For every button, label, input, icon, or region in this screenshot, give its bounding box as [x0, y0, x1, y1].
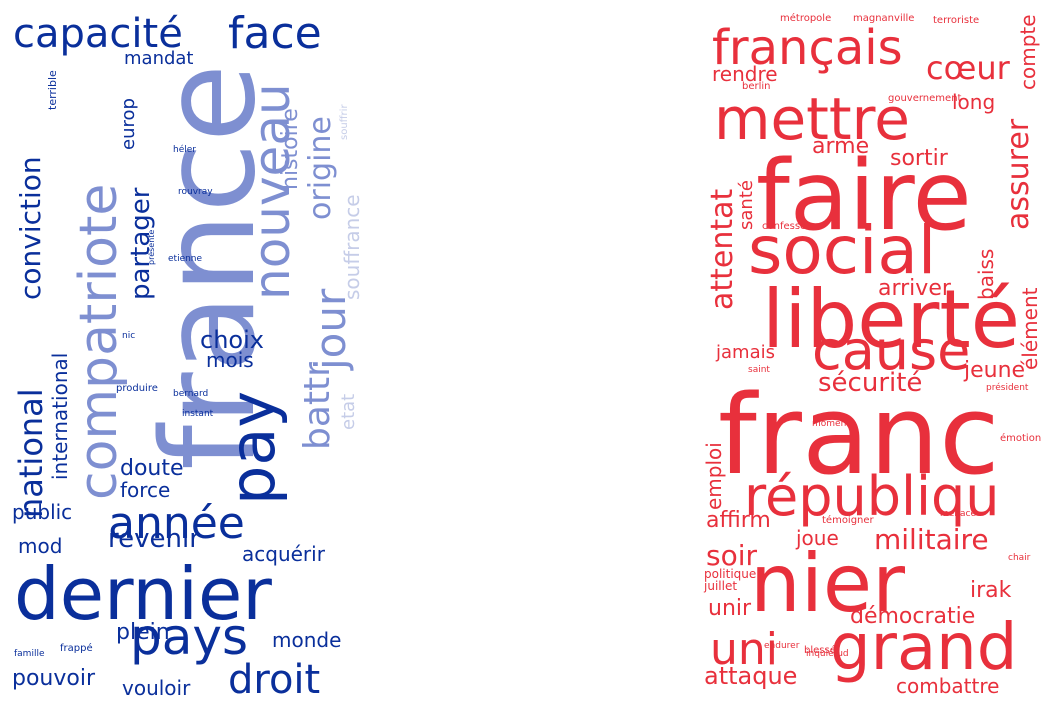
word-red-0: métropole	[780, 13, 832, 24]
word-blue-15: battr	[297, 362, 338, 450]
word-blue-18: rouvray	[178, 187, 213, 197]
word-red-27: sécurité	[818, 368, 923, 398]
word-blue-19: présente	[147, 229, 156, 265]
word-red-12: assurer	[1001, 118, 1036, 230]
word-blue-1: face	[228, 10, 322, 59]
word-blue-10: origine	[303, 116, 338, 220]
word-blue-36: acquérir	[242, 542, 325, 566]
word-red-17: confesser	[762, 221, 811, 232]
word-red-53: combattre	[896, 674, 1000, 698]
word-red-30: moment	[812, 419, 850, 429]
word-blue-44: pouvoir	[12, 666, 96, 691]
word-blue-6: compatriote	[69, 183, 129, 500]
word-blue-41: famille	[14, 649, 45, 659]
word-blue-26: pay	[216, 390, 289, 505]
word-red-32: emploi	[702, 442, 726, 510]
word-red-35: témoigner	[822, 515, 874, 526]
word-red-1: magnanville	[853, 13, 915, 24]
word-blue-21: nic	[122, 331, 136, 341]
word-blue-40: monde	[272, 628, 342, 652]
word-red-39: soir	[706, 539, 758, 572]
word-blue-0: capacité	[13, 11, 183, 57]
word-red-15: attentat	[705, 188, 740, 310]
word-blue-4: terrible	[46, 70, 59, 110]
word-blue-37: dernier	[14, 552, 272, 636]
word-blue-11: souffrir	[339, 104, 350, 140]
word-red-47: endurer	[764, 641, 800, 651]
word-blue-2: mandat	[124, 48, 194, 69]
word-red-26: saint	[748, 365, 770, 375]
word-red-8: compte	[1016, 14, 1040, 90]
word-red-24: cause	[812, 319, 971, 382]
word-red-42: politique	[704, 567, 757, 581]
word-blue-5: conviction	[14, 156, 47, 300]
word-red-46: démocratie	[850, 604, 976, 629]
word-red-49: uni	[710, 624, 778, 675]
word-red-2: terroriste	[933, 15, 980, 26]
word-red-29: franc	[718, 371, 1000, 499]
word-blue-38: pays	[130, 608, 249, 666]
word-blue-20: etienne	[168, 254, 203, 264]
word-red-38: militaire	[874, 523, 989, 556]
word-blue-35: revenir	[108, 524, 200, 554]
word-red-20: liberté	[762, 273, 1020, 366]
word-blue-27: produire	[116, 383, 158, 394]
word-red-4: berlin	[742, 81, 771, 92]
word-blue-23: international	[48, 352, 72, 480]
word-red-48: inquiétud	[806, 649, 849, 659]
word-red-25: jeune	[964, 358, 1026, 383]
word-blue-34: mod	[18, 534, 63, 558]
word-red-21: arriver	[878, 276, 951, 301]
word-red-23: jamais	[716, 342, 775, 363]
word-blue-45: vouloir	[122, 676, 191, 698]
word-blue-12: souffrance	[340, 194, 360, 300]
word-blue-30: doute	[120, 456, 184, 481]
word-blue-24: choix	[200, 326, 264, 354]
word-red-6: rendre	[712, 62, 778, 86]
word-blue-14: jour	[306, 288, 355, 370]
word-blue-43: droit	[228, 657, 321, 698]
word-red-41: nier	[750, 537, 906, 630]
word-red-3: français	[712, 20, 903, 76]
word-red-44: irak	[970, 578, 1012, 603]
word-red-34: affirm	[706, 508, 771, 533]
word-blue-33: public	[12, 500, 73, 524]
word-blue-25: mois	[206, 348, 254, 372]
word-blue-28: bernard	[173, 389, 209, 399]
word-red-18: social	[748, 212, 937, 289]
word-cloud-red: métropole magnanville terroriste français be…	[700, 10, 1050, 698]
word-blue-17: héler	[173, 145, 196, 155]
word-blue-29: instant	[182, 409, 214, 419]
word-red-50: grand	[830, 611, 1018, 685]
word-red-45: unir	[708, 596, 752, 621]
word-blue-39: plein	[116, 620, 170, 645]
word-red-36: menace	[940, 509, 977, 519]
word-red-37: joue	[796, 526, 839, 550]
word-red-11: arme	[812, 134, 870, 159]
word-blue-22: national	[12, 388, 50, 518]
word-cloud-blue: capacité face mandat europ terrible convictio…	[10, 10, 360, 698]
word-blue-16: etat	[338, 393, 359, 430]
word-blue-9: histoire	[278, 108, 303, 190]
word-blue-31: force	[120, 478, 171, 502]
word-blue-32: année	[108, 498, 245, 549]
word-red-51: blessé	[804, 645, 836, 656]
word-red-40: chair	[1008, 553, 1031, 563]
word-red-43: juillet	[704, 579, 738, 593]
word-red-31: émotion	[1000, 433, 1042, 444]
word-red-28: président	[986, 383, 1029, 393]
word-red-14: faire	[756, 140, 972, 252]
word-red-13: sortir	[890, 146, 948, 171]
word-red-9: mettre	[714, 85, 910, 153]
word-red-52: attaque	[704, 662, 798, 690]
word-blue-42: frappé	[60, 643, 93, 654]
word-red-10: long	[952, 90, 996, 114]
word-red-7: cœur	[926, 49, 1010, 87]
word-red-33: républiqu	[744, 465, 1000, 528]
word-red-5: gouvernement	[888, 93, 962, 104]
